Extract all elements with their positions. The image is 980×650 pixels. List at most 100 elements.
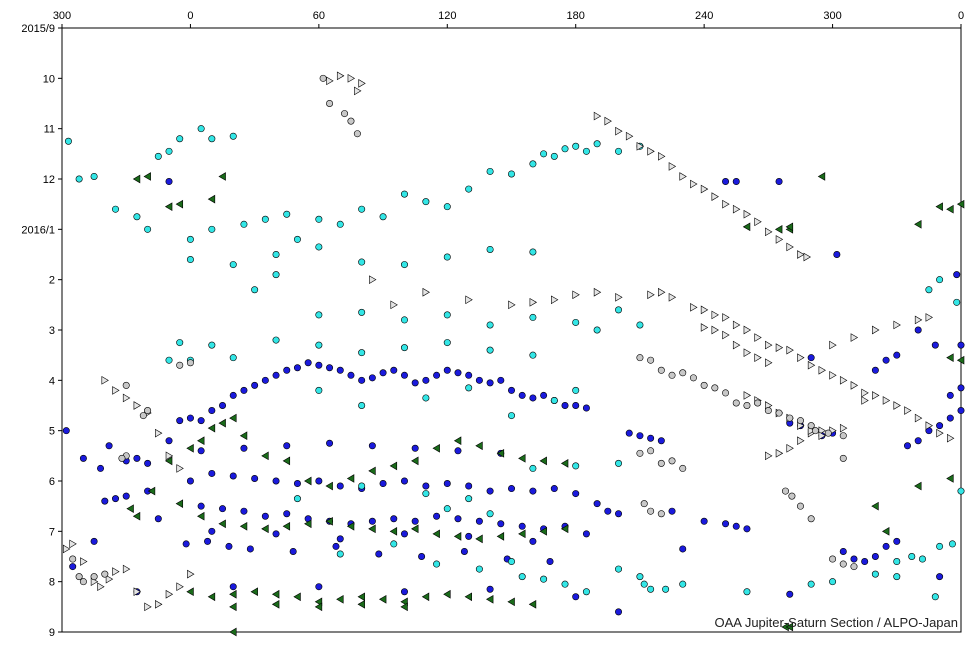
scatter-point-cyan	[197, 125, 205, 133]
scatter-point-dark_blue	[871, 552, 879, 560]
scatter-point-gray	[796, 417, 804, 425]
scatter-point-dark_blue	[507, 386, 515, 394]
scatter-point-light	[743, 348, 752, 357]
scatter-point-green	[421, 592, 430, 602]
scatter-point-gray	[668, 371, 676, 379]
scatter-point-cyan	[400, 261, 408, 269]
scatter-point-dark_blue	[460, 547, 468, 555]
scatter-point-green	[400, 602, 408, 612]
scatter-point-cyan	[112, 205, 120, 213]
scatter-point-cyan	[379, 213, 387, 221]
scatter-point-dark_blue	[561, 401, 569, 409]
scatter-point-cyan	[251, 286, 259, 294]
scatter-point-dark_blue	[572, 401, 580, 409]
scatter-point-light	[893, 320, 901, 330]
scatter-point-dark_blue	[336, 482, 344, 490]
scatter-point-dark_blue	[936, 573, 944, 581]
scatter-point-dark_blue	[368, 374, 376, 382]
scatter-point-dark_blue	[390, 366, 398, 374]
scatter-point-light	[803, 252, 811, 262]
scatter-point-dark_blue	[957, 384, 965, 392]
scatter-point-light	[850, 333, 859, 342]
scatter-point-light	[797, 436, 805, 446]
scatter-point-cyan	[144, 225, 152, 233]
scatter-point-green	[325, 516, 333, 526]
y-axis: 2015/9 10 11 12 2016/1 2 3 4 5 6 7 8 9	[21, 23, 62, 639]
scatter-point-cyan	[400, 190, 408, 198]
x-tick-label: 120	[438, 10, 456, 22]
scatter-point-gray	[850, 563, 858, 571]
scatter-point-light	[647, 290, 655, 300]
scatter-point-dark_blue	[486, 487, 494, 495]
scatter-point-cyan	[507, 558, 515, 566]
scatter-point-light	[155, 599, 163, 609]
scatter-point-cyan	[550, 152, 558, 160]
scatter-point-light	[668, 162, 677, 171]
scatter-point-green	[443, 589, 451, 599]
scatter-point-gray	[118, 454, 126, 462]
scatter-point-cyan	[358, 205, 366, 213]
scatter-point-light	[904, 406, 912, 415]
scatter-point-dark_blue	[400, 477, 408, 485]
x-tick-label: 180	[567, 10, 585, 22]
scatter-point-light	[743, 209, 752, 219]
scatter-point-gray	[347, 117, 355, 125]
scatter-point-dark_blue	[850, 555, 858, 563]
scatter-point-green	[378, 594, 387, 604]
scatter-point-light	[700, 184, 709, 194]
scatter-point-dark_blue	[293, 480, 301, 488]
scatter-point-cyan	[240, 220, 248, 228]
scatter-point-dark_blue	[208, 527, 216, 535]
scatter-point-dark_blue	[225, 542, 233, 550]
scatter-point-cyan	[593, 326, 601, 334]
scatter-point-dark_blue	[893, 537, 901, 545]
scatter-point-cyan	[529, 160, 537, 168]
scatter-point-cyan	[272, 271, 280, 279]
scatter-point-dark_blue	[882, 542, 890, 550]
scatter-point-green	[389, 527, 398, 536]
scatter-point-cyan	[561, 580, 569, 588]
scatter-point-cyan	[443, 311, 451, 319]
scatter-point-light	[765, 451, 773, 461]
scatter-point-green	[207, 194, 216, 204]
scatter-point-green	[143, 172, 151, 181]
scatter-point-green	[132, 511, 141, 521]
scatter-point-dark_blue	[411, 517, 419, 525]
scatter-point-green	[261, 524, 269, 534]
scatter-point-cyan	[561, 145, 569, 153]
scatter-point-dark_blue	[283, 510, 291, 518]
scatter-point-cyan	[261, 215, 269, 223]
scatter-point-dark_blue	[101, 497, 109, 505]
scatter-point-green	[282, 521, 291, 531]
scatter-point-dark_blue	[550, 485, 558, 493]
scatter-point-green	[239, 431, 248, 441]
scatter-point-green	[186, 587, 194, 597]
scatter-point-dark_blue	[582, 530, 590, 538]
scatter-point-light	[647, 146, 655, 156]
scatter-point-green	[518, 529, 526, 539]
scatter-point-green	[881, 527, 890, 536]
scatter-point-dark_blue	[208, 407, 216, 415]
scatter-point-light	[97, 582, 105, 592]
scatter-point-gray	[636, 449, 644, 457]
y-tick-label: 10	[43, 73, 55, 85]
scatter-point-gray	[341, 110, 349, 118]
x-tick-label: 300	[53, 10, 71, 22]
scatter-point-dark_blue	[422, 482, 430, 490]
scatter-point-cyan	[486, 167, 494, 175]
scatter-point-light	[786, 242, 794, 252]
scatter-point-light	[914, 315, 923, 325]
scatter-point-dark_blue	[105, 442, 113, 450]
scatter-point-dark_blue	[97, 464, 105, 472]
scatter-point-cyan	[186, 256, 194, 264]
scatter-point-green	[218, 519, 226, 529]
scatter-point-cyan	[572, 318, 580, 326]
scatter-point-cyan	[465, 384, 473, 392]
scatter-point-light	[529, 297, 537, 307]
scatter-point-green	[229, 413, 237, 423]
scatter-point-cyan	[615, 565, 623, 573]
scatter-point-light	[679, 172, 687, 181]
scatter-point-dark_blue	[931, 341, 939, 349]
y-tick-label: 6	[49, 476, 55, 488]
scatter-point-dark_blue	[197, 502, 205, 510]
